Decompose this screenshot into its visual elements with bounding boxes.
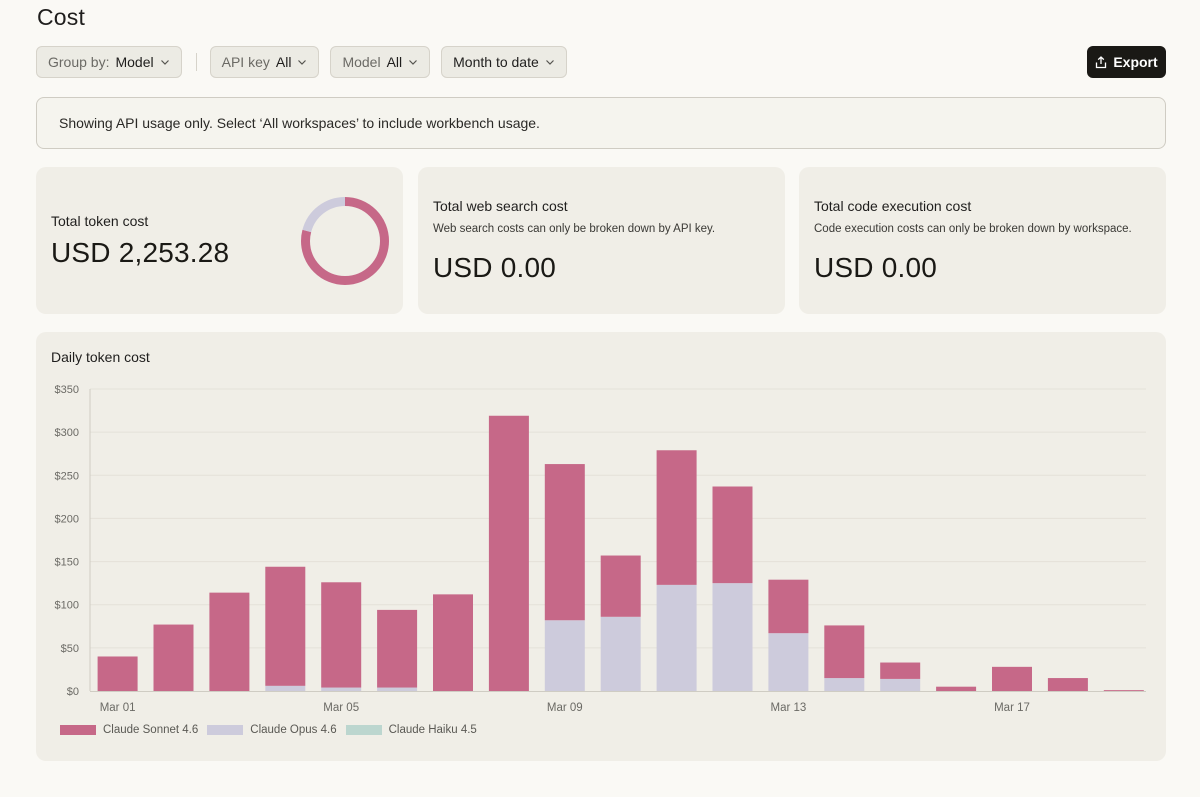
legend-swatch <box>345 725 382 735</box>
bar-segment[interactable] <box>768 633 809 691</box>
page-title: Cost <box>37 4 86 30</box>
bar-segment[interactable] <box>321 687 362 691</box>
bar-segment[interactable] <box>265 566 306 686</box>
token-cost-value: USD 2,253.28 <box>51 237 230 268</box>
legend-swatch <box>207 725 244 735</box>
bar-segment[interactable] <box>377 687 418 691</box>
bar-segment[interactable] <box>992 666 1032 691</box>
y-tick-label: $250 <box>55 470 79 482</box>
legend-label: Claude Haiku 4.5 <box>388 724 477 736</box>
bar-segment[interactable] <box>600 555 641 617</box>
bar-segment[interactable] <box>712 486 753 584</box>
bar-segment[interactable] <box>544 620 585 691</box>
date-range-value: Month to date <box>453 54 539 70</box>
api-key-value: All <box>275 54 292 70</box>
model-value: All <box>386 54 403 70</box>
export-label: Export <box>1113 54 1158 70</box>
legend-label: Claude Sonnet 4.6 <box>103 724 199 736</box>
api-key-dropdown[interactable]: API key All <box>209 46 320 78</box>
cost-donut-chart <box>301 197 389 285</box>
x-tick-label: Mar 01 <box>100 702 136 714</box>
x-tick-label: Mar 13 <box>771 702 807 714</box>
group-by-label: Group by: <box>48 54 110 70</box>
bar-segment[interactable] <box>712 583 753 691</box>
bar-segment[interactable] <box>656 450 697 585</box>
bar-segment[interactable] <box>209 592 250 691</box>
bar-segment[interactable] <box>1047 678 1088 691</box>
bar-segment[interactable] <box>600 616 641 691</box>
code-exec-value: USD 0.00 <box>814 252 937 283</box>
daily-cost-bar-chart: $0 $50 $100 $150 $200 $250 $300 $350 Mar 01 Mar 0… <box>55 384 1146 714</box>
notice-text: Showing API usage only. Select ‘All work… <box>59 115 540 131</box>
web-search-label: Total web search cost <box>433 198 568 214</box>
group-by-dropdown[interactable]: Group by: Model <box>36 46 182 78</box>
legend-swatch <box>60 725 96 735</box>
donut-segment <box>301 197 389 285</box>
chevron-down-icon <box>160 60 169 65</box>
y-tick-label: $50 <box>61 643 79 655</box>
code-execution-cost-card: Total code execution cost Code execution… <box>799 167 1166 314</box>
x-tick-label: Mar 17 <box>994 702 1030 714</box>
chevron-down-icon <box>409 60 418 65</box>
date-range-dropdown[interactable]: Month to date <box>441 46 567 78</box>
api-key-label: API key <box>221 54 270 70</box>
y-tick-label: $200 <box>55 513 79 525</box>
filter-bar: Group by: Model API key All Model All Mo… <box>36 46 578 78</box>
web-search-value: USD 0.00 <box>433 252 556 283</box>
export-button[interactable]: Export <box>1087 46 1166 78</box>
workspace-notice: Showing API usage only. Select ‘All work… <box>36 97 1166 149</box>
web-search-subtitle: Web search costs can only be broken down… <box>433 223 716 235</box>
bar-segment[interactable] <box>321 582 362 688</box>
group-by-value: Model <box>115 54 154 70</box>
model-dropdown[interactable]: Model All <box>330 46 431 78</box>
model-label: Model <box>342 54 381 70</box>
legend-item-opus[interactable]: Claude Opus 4.6 <box>207 724 337 736</box>
bar-segment[interactable] <box>433 594 473 691</box>
chart-title: Daily token cost <box>51 349 150 365</box>
bar-segment[interactable] <box>1103 690 1144 691</box>
bar-segment[interactable] <box>377 609 418 688</box>
chart-legend: Claude Sonnet 4.6 Claude Opus 4.6 Claude… <box>60 724 486 736</box>
y-tick-label: $150 <box>55 557 79 569</box>
bar-segment[interactable] <box>880 662 921 679</box>
bar-segment[interactable] <box>544 464 585 621</box>
chevron-down-icon <box>545 60 554 65</box>
x-tick-label: Mar 09 <box>547 702 583 714</box>
bar-segment[interactable] <box>97 656 138 691</box>
bar-segment[interactable] <box>488 415 529 691</box>
bar-segment[interactable] <box>153 624 194 691</box>
export-icon <box>1096 55 1107 68</box>
filter-divider <box>195 53 197 71</box>
total-token-cost-card: Total token cost USD 2,253.28 <box>36 167 403 314</box>
chevron-down-icon <box>298 60 307 65</box>
bar-segment[interactable] <box>824 625 865 679</box>
y-tick-label: $100 <box>55 600 79 612</box>
bar-segment[interactable] <box>768 579 809 634</box>
x-tick-label: Mar 05 <box>323 702 359 714</box>
bar-segment[interactable] <box>656 584 697 691</box>
y-tick-label: $350 <box>55 384 79 396</box>
legend-item-haiku[interactable]: Claude Haiku 4.5 <box>345 724 477 736</box>
y-tick-label: $300 <box>55 427 79 439</box>
bar-segment[interactable] <box>824 678 865 691</box>
bar-segment[interactable] <box>936 686 977 691</box>
code-exec-subtitle: Code execution costs can only be broken … <box>814 223 1132 235</box>
code-exec-label: Total code execution cost <box>814 198 972 214</box>
legend-label: Claude Opus 4.6 <box>250 724 337 736</box>
daily-token-cost-card: Daily token cost $0 $50 $100 $150 $200 $250 $3… <box>36 332 1166 761</box>
token-cost-label: Total token cost <box>51 213 149 229</box>
bar-segment[interactable] <box>265 685 306 691</box>
legend-item-sonnet[interactable]: Claude Sonnet 4.6 <box>60 724 198 736</box>
bar-segment[interactable] <box>880 678 921 691</box>
y-tick-label: $0 <box>67 686 79 698</box>
web-search-cost-card: Total web search cost Web search costs c… <box>418 167 785 314</box>
